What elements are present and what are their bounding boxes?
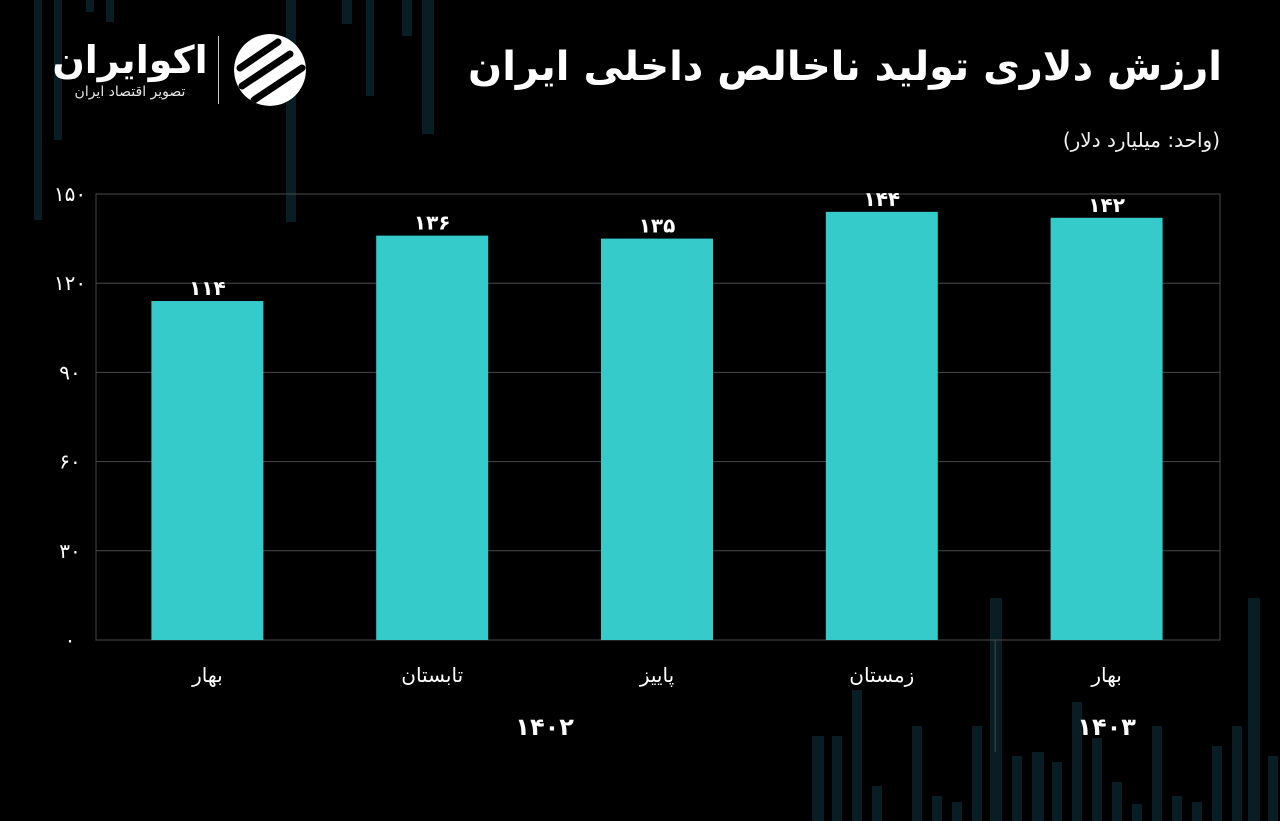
- data-label: ۱۴۲: [1088, 193, 1125, 217]
- y-tick-label: ۱۵۰: [54, 182, 86, 206]
- decorative-bar: [1112, 782, 1122, 821]
- decorative-bar: [1212, 746, 1222, 821]
- decorative-bar: [1092, 738, 1102, 821]
- decorative-bar: [366, 0, 374, 96]
- bar: [1050, 217, 1163, 640]
- bar: [601, 238, 713, 640]
- decorative-bar: [1132, 804, 1142, 821]
- decorative-bar: [1172, 796, 1182, 821]
- x-tick-label: پاییز: [639, 663, 674, 688]
- x-tick-label: بهار: [191, 663, 223, 687]
- decorative-bar: [852, 690, 862, 821]
- decorative-bar: [86, 0, 94, 12]
- decorative-bar: [1232, 726, 1242, 821]
- bar: [376, 235, 489, 641]
- decorative-bar: [54, 0, 62, 140]
- y-tick-label: ۶۰: [59, 450, 80, 474]
- decorative-bar: [990, 598, 1002, 821]
- decorative-bar: [342, 0, 352, 24]
- decorative-bar: [952, 802, 962, 821]
- bar: [151, 301, 264, 640]
- logo-name: اکوایران: [52, 38, 208, 82]
- decorative-bar: [932, 796, 942, 821]
- decorative-bar: [1268, 756, 1278, 821]
- decorative-bar: [1052, 762, 1062, 821]
- logo-tagline: تصویر اقتصاد ایران: [74, 84, 186, 100]
- decorative-bar: [402, 0, 412, 36]
- decorative-bar: [832, 736, 842, 821]
- y-tick-label: ۱۲۰: [54, 271, 86, 295]
- decorative-bar: [1192, 802, 1202, 821]
- data-label: ۱۱۴: [189, 276, 226, 300]
- decorative-bar: [1012, 756, 1022, 821]
- decorative-bar: [872, 786, 882, 821]
- y-tick-label: ۹۰: [59, 360, 80, 384]
- logo-divider: [218, 36, 219, 104]
- decorative-bar: [1072, 702, 1082, 821]
- logo-mark-icon: [234, 34, 306, 106]
- unit-note: (واحد: میلیارد دلار): [1062, 128, 1220, 152]
- x-tick-label: زمستان: [849, 663, 914, 687]
- y-tick-label: ۰: [65, 628, 76, 652]
- decorative-bar: [422, 0, 434, 134]
- bar: [825, 211, 938, 640]
- group-label: ۱۴۰۲: [515, 713, 574, 741]
- x-tick-label: بهار: [1090, 663, 1122, 687]
- decorative-bar: [972, 726, 982, 821]
- chart-title: ارزش دلاری تولید ناخالص داخلی ایران: [468, 44, 1222, 90]
- decorative-bar: [34, 0, 42, 220]
- data-label: ۱۳۶: [414, 211, 451, 235]
- y-tick-label: ۳۰: [59, 539, 80, 563]
- x-tick-label: تابستان: [401, 663, 463, 687]
- decorative-bar: [106, 0, 114, 22]
- data-label: ۱۳۵: [639, 214, 676, 238]
- data-label: ۱۴۴: [863, 187, 900, 211]
- decorative-bar: [1152, 726, 1162, 821]
- decorative-bar: [286, 0, 296, 222]
- decorative-bar: [1032, 752, 1044, 821]
- decorative-bar: [912, 726, 922, 821]
- decorative-bar: [812, 736, 824, 821]
- group-label: ۱۴۰۳: [1077, 713, 1136, 741]
- decorative-bar: [1248, 598, 1260, 821]
